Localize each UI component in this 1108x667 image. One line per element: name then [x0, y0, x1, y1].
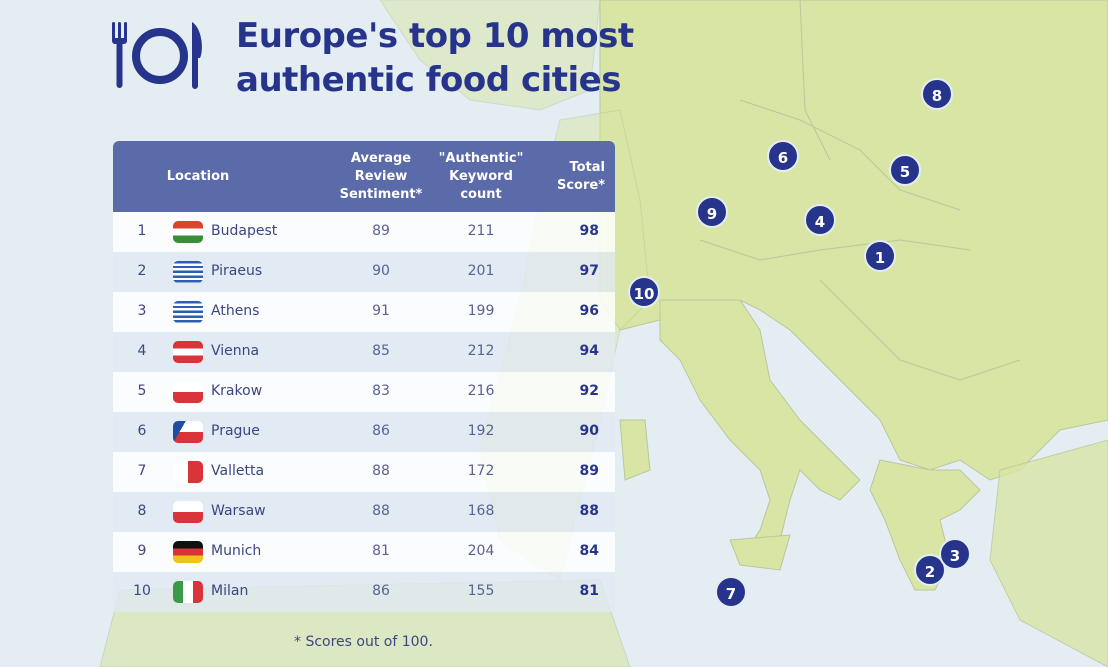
table-row: 2 Piraeus 90 201 97 — [113, 252, 615, 292]
table-row: 6 Prague 86 192 90 — [113, 412, 615, 452]
land-italy — [659, 299, 861, 561]
sentiment-value: 86 — [372, 583, 390, 599]
map-marker: 5 — [889, 154, 921, 186]
total-score: 94 — [579, 343, 599, 359]
table-row: 7 Valletta 88 172 89 — [113, 452, 615, 492]
table-header: Location Average Review Sentiment* "Auth… — [113, 141, 615, 212]
rank: 10 — [133, 583, 151, 599]
land-turkey — [989, 439, 1108, 667]
land-uk — [379, 0, 601, 111]
czechia-flag-icon — [173, 421, 203, 443]
table-row: 3 Athens 91 199 96 — [113, 292, 615, 332]
sentiment-value: 88 — [372, 463, 390, 479]
city-name: Budapest — [211, 223, 278, 239]
total-score: 88 — [579, 503, 599, 519]
map-marker: 4 — [804, 204, 836, 236]
map-marker: 8 — [921, 78, 953, 110]
germany-flag-icon — [173, 541, 203, 563]
city-name: Milan — [211, 583, 249, 599]
table-row: 4 Vienna 85 212 94 — [113, 332, 615, 372]
austria-flag-icon — [173, 341, 203, 363]
sentiment-value: 83 — [372, 383, 390, 399]
sentiment-value: 90 — [372, 263, 390, 279]
sentiment-value: 89 — [372, 223, 390, 239]
city-name: Warsaw — [211, 503, 266, 519]
keyword-count: 172 — [467, 463, 495, 479]
total-score: 96 — [579, 303, 599, 319]
greece-flag-icon — [173, 261, 203, 283]
keyword-count: 168 — [467, 503, 495, 519]
map-marker: 3 — [939, 538, 971, 570]
city-name: Piraeus — [211, 263, 263, 279]
total-score: 97 — [579, 263, 599, 279]
land-central-europe — [599, 0, 1108, 481]
malta-flag-icon — [173, 461, 203, 483]
city-name: Athens — [211, 303, 260, 319]
table-row: 1 Budapest 89 211 98 — [113, 212, 615, 252]
rank: 7 — [137, 463, 147, 479]
land-sardinia — [619, 419, 651, 481]
title-line-1: Europe's top 10 most — [236, 16, 634, 56]
header-total: Total Score* — [556, 160, 605, 193]
header-sentiment: Average Review Sentiment* — [339, 151, 423, 202]
keyword-count: 155 — [467, 583, 495, 599]
map-marker: 10 — [628, 276, 660, 308]
rank: 2 — [137, 263, 147, 279]
map-marker: 6 — [767, 140, 799, 172]
page-title: Europe's top 10 most authentic food citi… — [236, 14, 634, 102]
sentiment-value: 91 — [372, 303, 390, 319]
total-score: 89 — [579, 463, 599, 479]
table-row: 10 Milan 86 155 81 — [113, 572, 615, 612]
hungary-flag-icon — [173, 221, 203, 243]
rank: 4 — [137, 343, 147, 359]
city-name: Valletta — [211, 463, 265, 479]
rank: 9 — [137, 543, 147, 559]
table-row: 5 Krakow 83 216 92 — [113, 372, 615, 412]
total-score: 90 — [579, 423, 599, 439]
total-score: 92 — [579, 383, 599, 399]
city-name: Krakow — [211, 383, 263, 399]
total-score: 84 — [579, 543, 599, 559]
ranking-table: Location Average Review Sentiment* "Auth… — [113, 141, 615, 612]
rank: 1 — [137, 223, 147, 239]
city-name: Vienna — [211, 343, 260, 359]
sentiment-value: 81 — [372, 543, 390, 559]
keyword-count: 204 — [467, 543, 495, 559]
rank: 8 — [137, 503, 147, 519]
map-marker: 9 — [696, 196, 728, 228]
keyword-count: 211 — [467, 223, 495, 239]
keyword-count: 199 — [467, 303, 495, 319]
land-sicily — [729, 534, 791, 571]
total-score: 98 — [579, 223, 599, 239]
rank: 6 — [137, 423, 147, 439]
keyword-count: 212 — [467, 343, 495, 359]
rank: 3 — [137, 303, 147, 319]
poland-flag-icon — [173, 381, 203, 403]
total-score: 81 — [579, 583, 599, 599]
fork-plate-knife-icon — [110, 20, 206, 96]
table-row: 8 Warsaw 88 168 88 — [113, 492, 615, 532]
sentiment-value: 86 — [372, 423, 390, 439]
map-marker: 1 — [864, 240, 896, 272]
title-line-2: authentic food cities — [236, 60, 621, 100]
map-marker: 7 — [715, 576, 747, 608]
city-name: Munich — [211, 543, 262, 559]
sentiment-value: 85 — [372, 343, 390, 359]
greece-flag-icon — [173, 301, 203, 323]
keyword-count: 216 — [467, 383, 495, 399]
city-name: Prague — [211, 423, 260, 439]
italy-flag-icon — [173, 581, 203, 603]
sentiment-value: 88 — [372, 503, 390, 519]
header-location: Location — [166, 169, 230, 184]
table-row: 9 Munich 81 204 84 — [113, 532, 615, 572]
rank: 5 — [137, 383, 147, 399]
keyword-count: 201 — [467, 263, 495, 279]
footnote: * Scores out of 100. — [294, 634, 433, 650]
poland-flag-icon — [173, 501, 203, 523]
keyword-count: 192 — [467, 423, 495, 439]
header-keyword: "Authentic" Keyword count — [438, 151, 524, 202]
